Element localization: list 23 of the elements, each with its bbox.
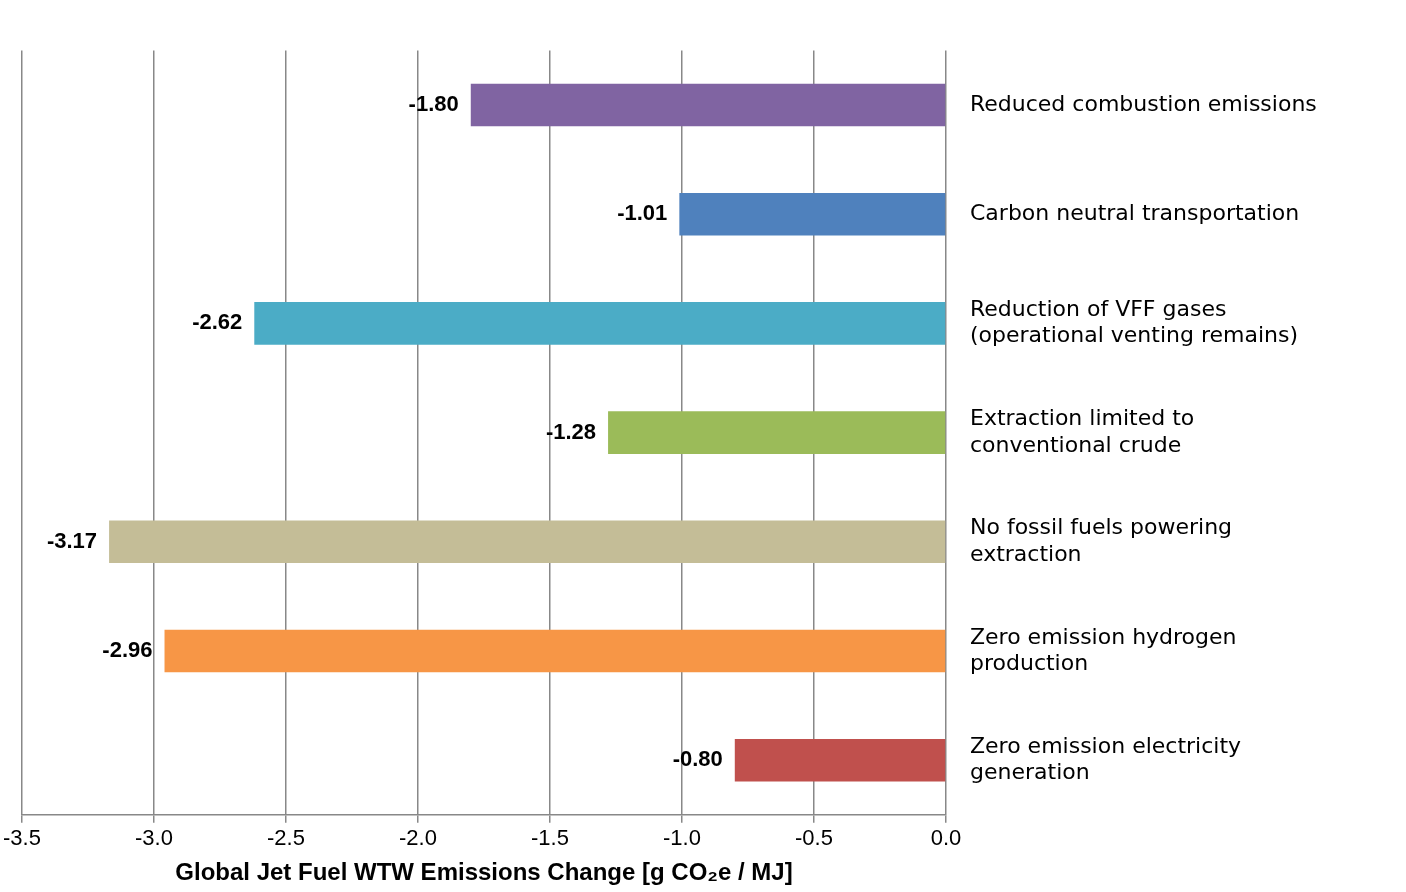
y-tick-label: No fossil fuels powering extraction (970, 514, 1233, 566)
y-tick-label: Carbon neutral transportation (970, 199, 1300, 225)
x-tick-label: -2.5 (267, 825, 305, 851)
data-label: -1.28 (545, 418, 597, 444)
y-tick-label: Extraction limited to conventional crude (970, 405, 1195, 457)
x-tick-label: -1.5 (531, 825, 569, 851)
x-tick-label: -1.0 (663, 825, 701, 851)
data-label: -1.80 (408, 91, 459, 117)
x-tick-label: -2.0 (399, 825, 437, 851)
data-label: -3.17 (46, 527, 98, 553)
x-axis-title: Global Jet Fuel WTW Emissions Change [g CO₂e / MJ] (175, 858, 793, 886)
y-tick-label: Reduction of VFF gases (operational venting remains) (970, 295, 1299, 348)
x-tick-label: -3.5 (2, 825, 41, 851)
x-tick-label: -0.5 (795, 825, 833, 851)
y-tick-label: Reduced combustion emissions (970, 90, 1317, 116)
y-tick-label: Zero emission electricity generation (970, 732, 1242, 785)
data-label: -2.96 (102, 637, 153, 663)
y-tick-label: Zero emission hydrogen production (970, 623, 1237, 675)
x-tick-label: -3.0 (135, 825, 173, 851)
data-label: -0.80 (672, 746, 723, 772)
data-label: -1.01 (617, 200, 668, 226)
x-tick-label: 0.0 (930, 825, 962, 851)
data-label: -2.62 (192, 309, 243, 335)
